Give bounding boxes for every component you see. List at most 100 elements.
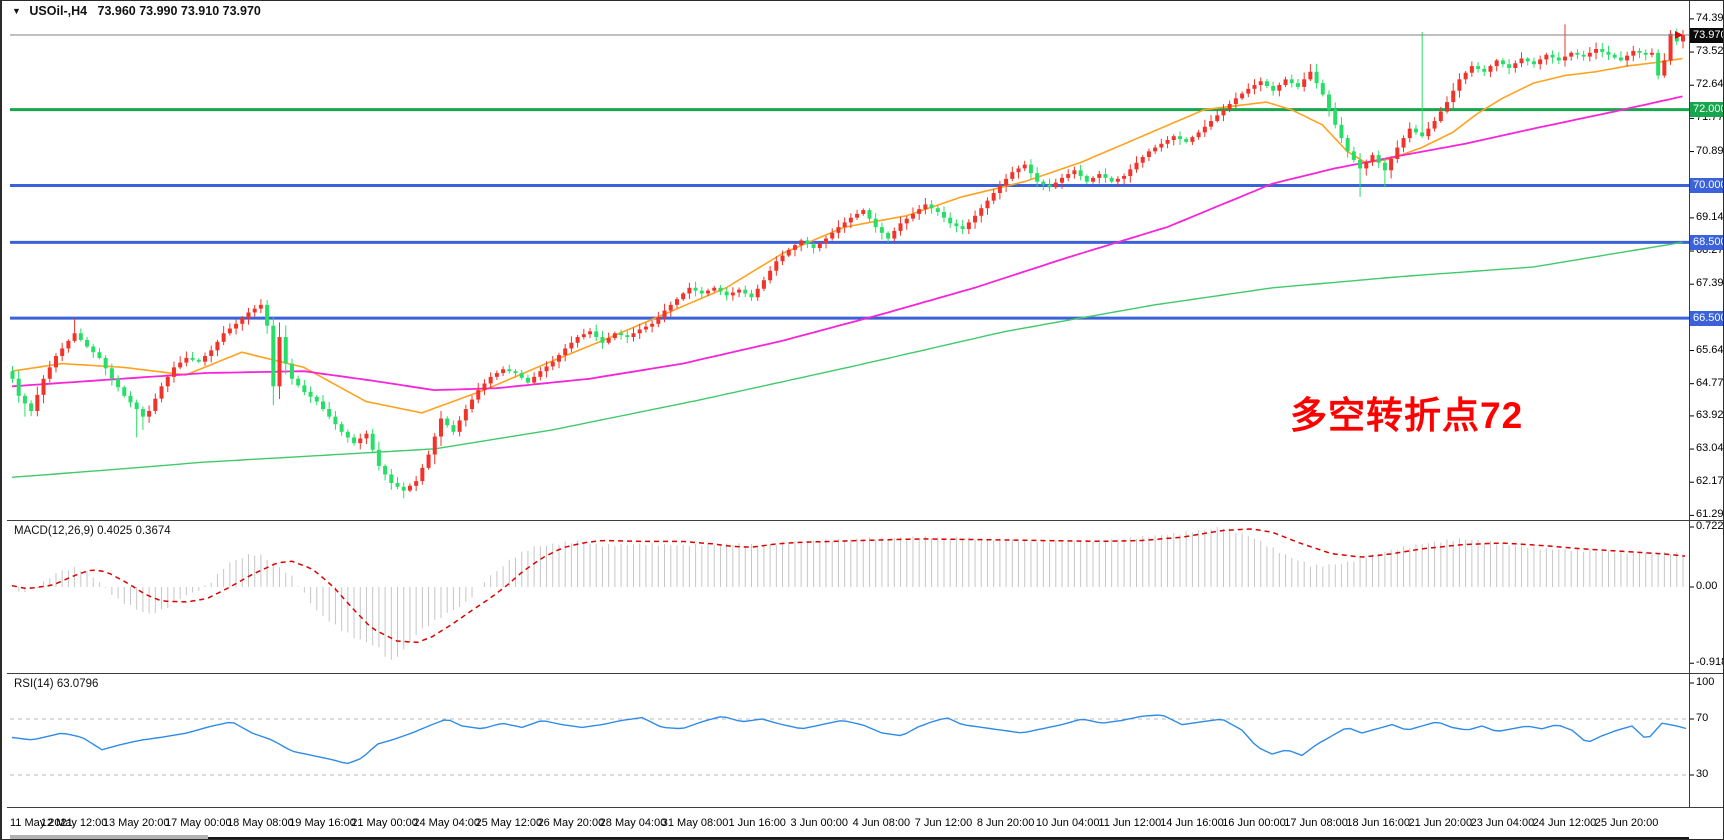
rsi-panel[interactable] bbox=[7, 674, 1723, 808]
candle-body bbox=[997, 185, 1002, 194]
time-tick-label: 13 May 20:00 bbox=[102, 817, 170, 829]
candle-body bbox=[1376, 155, 1381, 163]
candle-body bbox=[1500, 60, 1505, 65]
candle-body bbox=[1438, 111, 1443, 122]
candle-body bbox=[786, 249, 791, 256]
candle-body bbox=[674, 299, 679, 305]
candle-body bbox=[780, 255, 785, 262]
candle-body bbox=[1531, 61, 1536, 65]
candle-body bbox=[1134, 162, 1139, 170]
candle-body bbox=[904, 218, 909, 224]
candle-body bbox=[314, 396, 319, 402]
candle-body bbox=[85, 339, 90, 347]
candle-body bbox=[1221, 109, 1226, 116]
candle-body bbox=[681, 293, 686, 300]
candle-body bbox=[265, 304, 270, 326]
candle-body bbox=[619, 333, 624, 336]
candle-body bbox=[1320, 83, 1325, 95]
candle-body bbox=[1643, 52, 1648, 55]
candle-body bbox=[1302, 79, 1307, 87]
rsi-axis-label: 100 bbox=[1696, 676, 1715, 688]
candle-body bbox=[258, 304, 263, 309]
candle-body bbox=[1177, 136, 1182, 140]
price-tick-label: 69.145 bbox=[1696, 210, 1724, 223]
candle-body bbox=[1544, 54, 1549, 60]
candle-body bbox=[1109, 177, 1114, 182]
main-price-panel[interactable] bbox=[7, 1, 1723, 521]
candle-body bbox=[1451, 90, 1456, 103]
candle-body bbox=[861, 210, 866, 214]
candle-body bbox=[1513, 63, 1518, 68]
candle-body bbox=[569, 342, 574, 349]
candle-body bbox=[1271, 85, 1276, 91]
candle-body bbox=[451, 425, 456, 432]
candle-body bbox=[227, 328, 232, 334]
candle-body bbox=[47, 367, 52, 379]
candle-body bbox=[389, 474, 394, 483]
candle-body bbox=[550, 361, 555, 367]
candle-body bbox=[612, 333, 617, 339]
candle-body bbox=[1084, 175, 1089, 182]
macd-signal-line bbox=[11, 528, 1686, 643]
candle-body bbox=[438, 418, 443, 437]
candle-body bbox=[53, 356, 58, 368]
candle-body bbox=[66, 340, 71, 349]
horizontal-scrollbar-thumb[interactable] bbox=[10, 835, 208, 839]
chevron-down-icon[interactable]: ▼ bbox=[12, 6, 21, 16]
candle-body bbox=[724, 291, 729, 296]
candle-body bbox=[1351, 151, 1356, 160]
candle-body bbox=[165, 376, 170, 387]
candle-body bbox=[1407, 128, 1412, 139]
candle-body bbox=[128, 395, 133, 403]
candle-body bbox=[625, 335, 630, 338]
candle-body bbox=[345, 431, 350, 438]
time-tick-label: 31 May 08:00 bbox=[661, 817, 729, 829]
candle-body bbox=[1420, 132, 1425, 137]
level-price-label: 72.000 bbox=[1690, 102, 1723, 118]
ma-slow-green bbox=[11, 241, 1683, 478]
candle-body bbox=[1426, 128, 1431, 137]
candle-body bbox=[805, 240, 810, 245]
candle-body bbox=[1016, 168, 1021, 173]
time-axis[interactable]: 11 May 2021 12 May 12:00 13 May 20:00 17 Ma… bbox=[2, 807, 1689, 835]
candle-body bbox=[699, 290, 704, 294]
candle-body bbox=[327, 409, 332, 417]
candle-body bbox=[1587, 52, 1592, 57]
macd-panel[interactable] bbox=[7, 521, 1723, 674]
candle-body bbox=[1445, 102, 1450, 112]
candle-body bbox=[116, 378, 121, 388]
candle-body bbox=[97, 352, 102, 358]
candle-body bbox=[215, 341, 220, 351]
candle-body bbox=[407, 485, 412, 491]
time-tick-label: 18 May 08:00 bbox=[227, 817, 294, 829]
candle-body bbox=[1122, 175, 1127, 179]
candle-body bbox=[501, 369, 506, 374]
candle-body bbox=[1600, 49, 1605, 52]
candle-body bbox=[643, 326, 648, 330]
candle-body bbox=[1382, 162, 1387, 171]
horizontal-scrollbar-track[interactable] bbox=[10, 837, 1689, 839]
candle-body bbox=[1339, 124, 1344, 139]
candle-body bbox=[1010, 172, 1015, 179]
candle-body bbox=[401, 486, 406, 491]
candle-body bbox=[1252, 85, 1257, 89]
candle-body bbox=[966, 222, 971, 230]
candle-body bbox=[109, 368, 114, 379]
candle-body bbox=[792, 245, 797, 250]
candle-body bbox=[712, 287, 717, 291]
candle-body bbox=[507, 369, 512, 372]
candle-body bbox=[1264, 81, 1269, 86]
candle-body bbox=[1283, 79, 1288, 86]
bull-bear-turning-point-annotation[interactable]: 多空转折点72 bbox=[1290, 395, 1524, 436]
candle-body bbox=[948, 217, 953, 224]
candle-body bbox=[1345, 138, 1350, 152]
candle-body bbox=[761, 280, 766, 289]
candle-body bbox=[1668, 33, 1673, 61]
candle-body bbox=[1258, 81, 1263, 86]
candle-body bbox=[1581, 54, 1586, 57]
macd-axis-label: 0.00 bbox=[1696, 580, 1718, 592]
price-tick-label: 63.920 bbox=[1696, 408, 1724, 421]
candle-body bbox=[414, 481, 419, 486]
candle-body bbox=[588, 331, 593, 335]
